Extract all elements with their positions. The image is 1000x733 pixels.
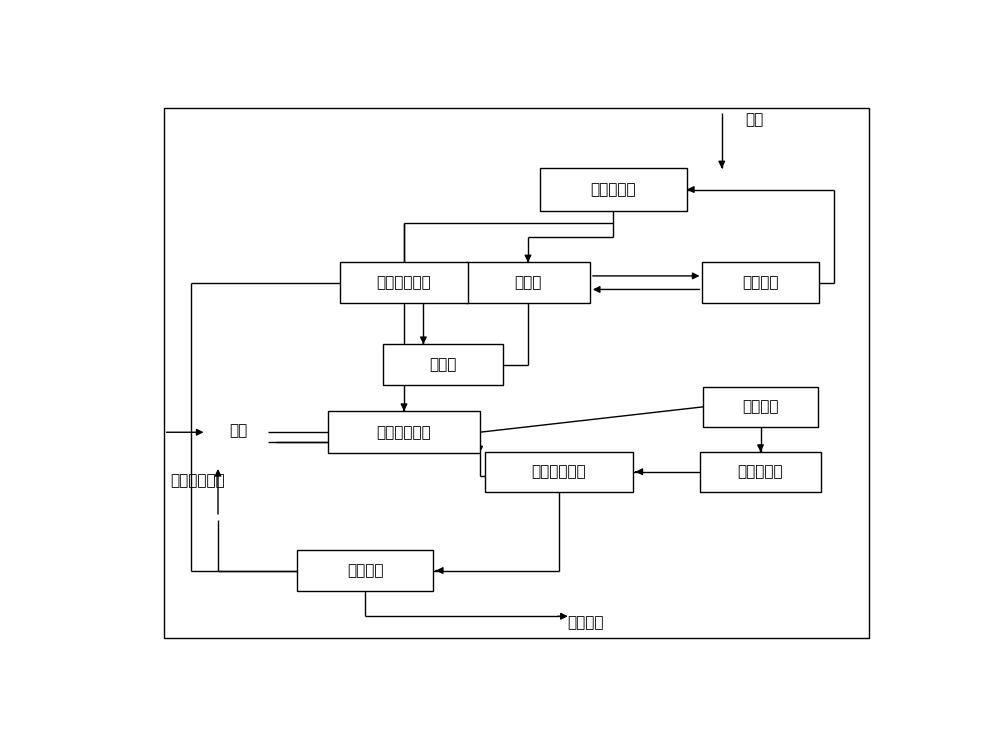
- Text: 分离系统: 分离系统: [347, 563, 384, 578]
- Bar: [485, 452, 633, 492]
- Bar: [328, 411, 480, 454]
- Bar: [466, 262, 590, 303]
- Text: 急冷管: 急冷管: [514, 275, 542, 290]
- Text: 氢气: 氢气: [230, 423, 248, 438]
- Bar: [383, 345, 503, 385]
- Bar: [703, 387, 818, 427]
- Text: 电加热器: 电加热器: [742, 275, 779, 290]
- Bar: [700, 452, 821, 492]
- Text: 硅粉: 硅粉: [745, 112, 763, 127]
- Text: 冷凝料储罐: 冷凝料储罐: [738, 464, 783, 479]
- Bar: [702, 262, 819, 303]
- Bar: [297, 550, 433, 591]
- Text: 三氯氢硫: 三氯氢硫: [567, 615, 603, 630]
- Text: 冷凝系统: 冷凝系统: [742, 399, 779, 414]
- Text: 氢化反应器: 氢化反应器: [590, 182, 636, 197]
- Bar: [340, 262, 468, 303]
- Bar: [540, 169, 687, 210]
- Text: 列管式汽化器: 列管式汽化器: [377, 424, 431, 440]
- Text: 残浆罐: 残浆罐: [429, 357, 456, 372]
- Text: 四氯化硅液体: 四氯化硅液体: [170, 473, 225, 487]
- Text: 氯硅烷循环泵: 氯硅烷循环泵: [532, 464, 586, 479]
- Text: 文丘里洗涤器: 文丘里洗涤器: [377, 275, 431, 290]
